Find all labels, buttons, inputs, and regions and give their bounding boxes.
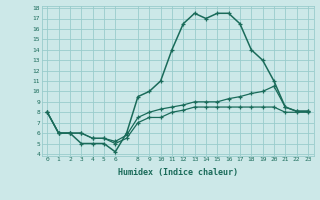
X-axis label: Humidex (Indice chaleur): Humidex (Indice chaleur) [118,168,237,177]
